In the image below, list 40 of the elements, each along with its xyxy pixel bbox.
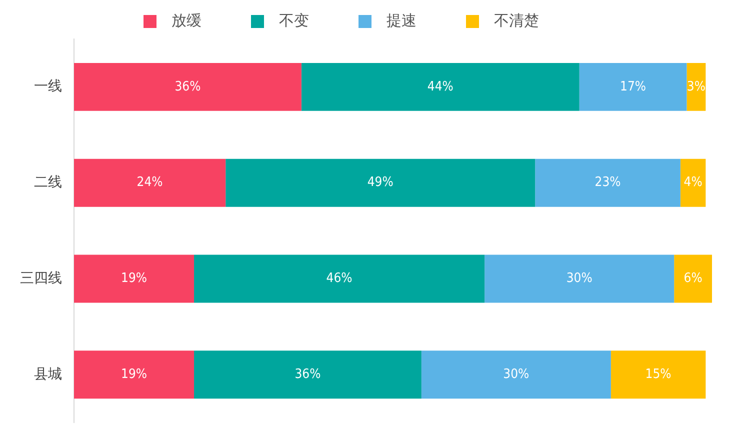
bar <box>194 350 422 399</box>
bar <box>194 254 485 303</box>
bar <box>74 158 226 207</box>
bar <box>535 158 680 207</box>
y-tick-label: 一线 <box>34 78 62 95</box>
data-label: 36% <box>294 367 321 382</box>
data-label: 46% <box>326 271 352 286</box>
bar <box>74 254 194 303</box>
data-label: 4% <box>684 175 702 190</box>
bar <box>686 62 706 111</box>
data-label: 3% <box>686 79 706 94</box>
legend-label: 不清楚 <box>486 12 576 30</box>
data-label: 6% <box>684 271 702 286</box>
bar <box>74 62 302 111</box>
bar <box>74 350 194 399</box>
bar <box>579 62 687 111</box>
legend-label: 放缓 <box>164 12 239 30</box>
bar <box>674 254 712 303</box>
data-label: 23% <box>594 175 621 190</box>
y-tick-label: 二线 <box>34 174 62 191</box>
data-label: 30% <box>503 367 530 382</box>
data-label: 19% <box>121 367 148 382</box>
bar <box>680 158 706 207</box>
data-label: 19% <box>121 271 148 286</box>
data-label: 30% <box>566 271 592 286</box>
data-label: 24% <box>136 175 163 190</box>
bar <box>301 62 580 111</box>
y-tick-label: 三四线 <box>20 270 62 286</box>
bar <box>226 158 536 207</box>
data-label: 44% <box>427 79 454 94</box>
legend-label: 不变 <box>272 12 346 30</box>
bar <box>610 350 706 399</box>
data-label: 17% <box>620 79 646 94</box>
data-label: 15% <box>645 367 672 382</box>
bar <box>421 350 611 399</box>
legend-label: 提速 <box>379 12 454 30</box>
bar <box>484 254 674 303</box>
data-label: 49% <box>367 175 394 190</box>
data-label: 36% <box>174 79 201 94</box>
y-tick-label: 县城 <box>34 366 62 382</box>
